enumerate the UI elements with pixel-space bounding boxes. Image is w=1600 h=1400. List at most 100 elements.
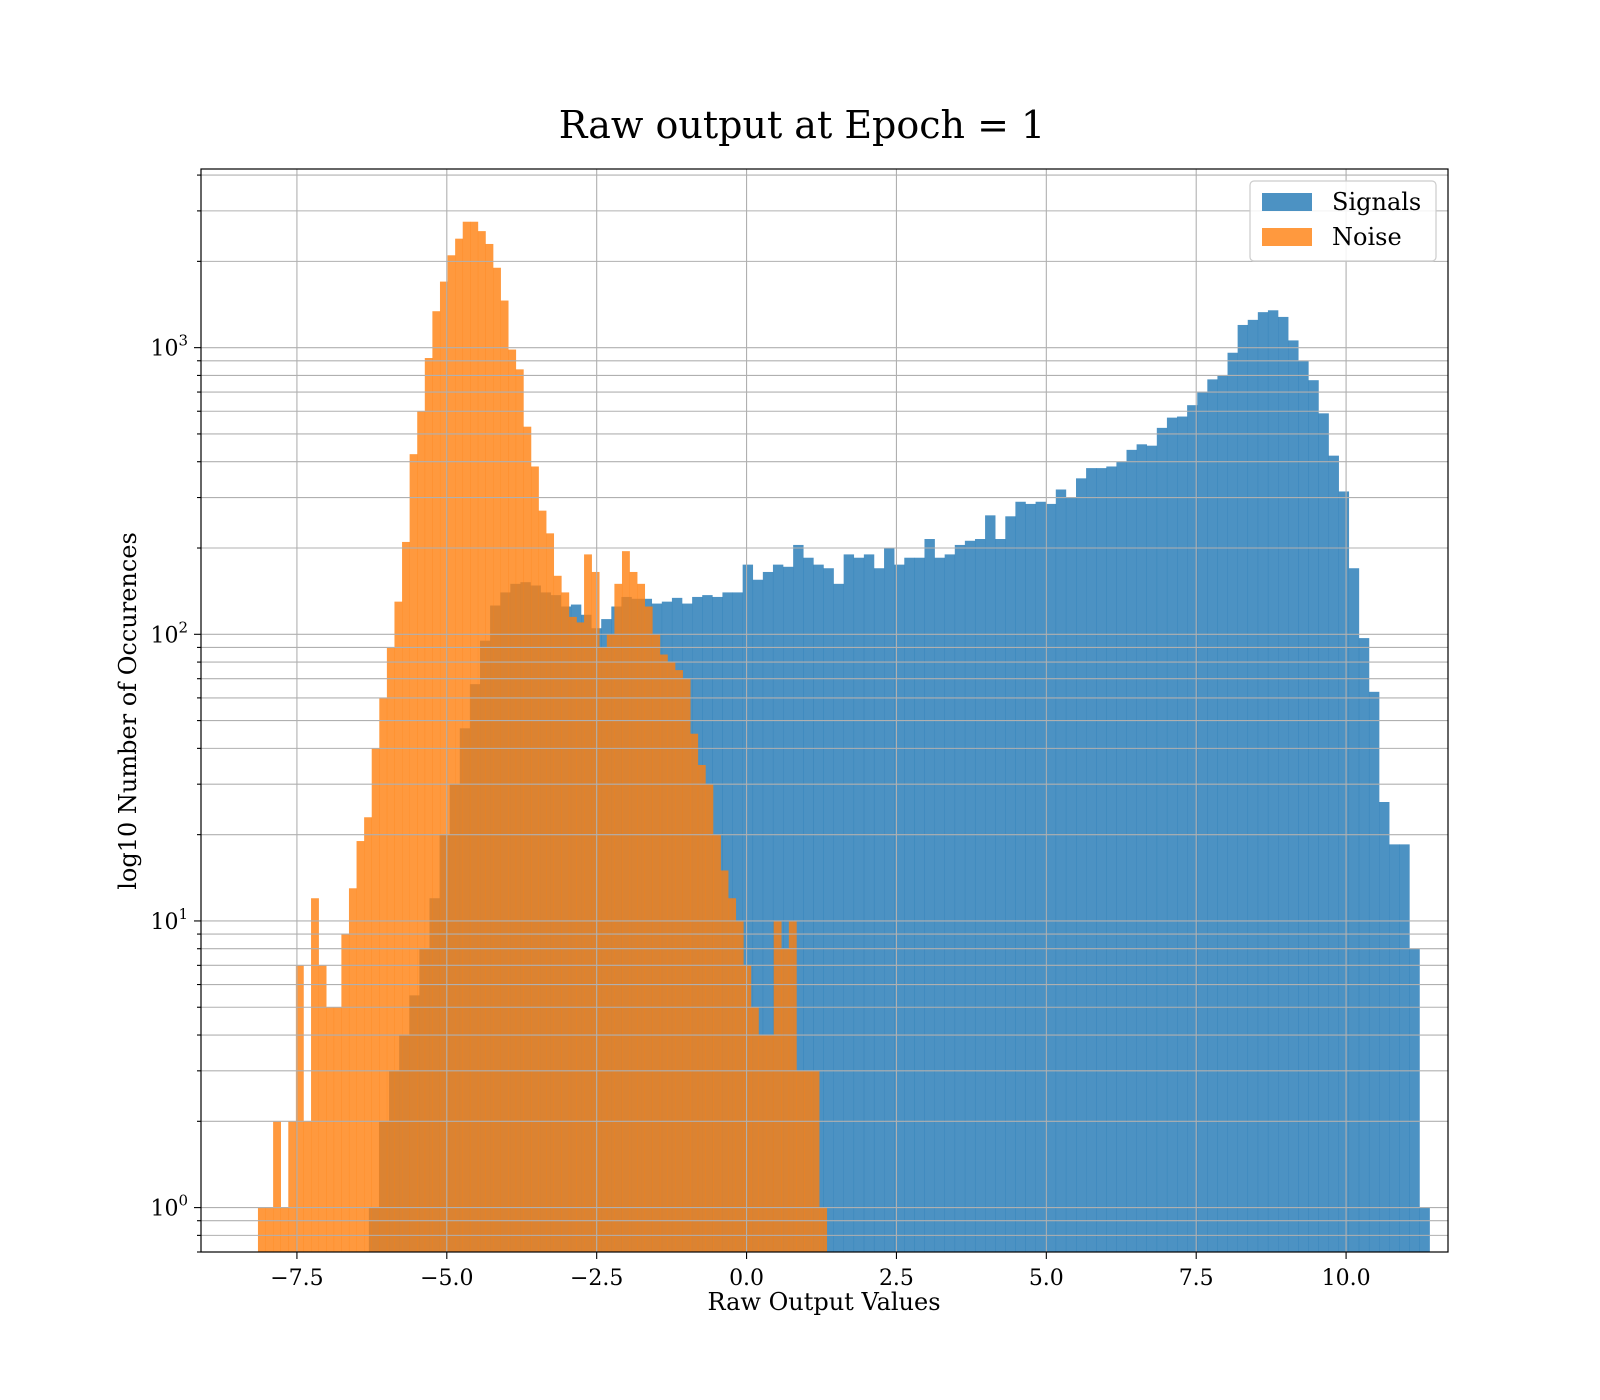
bar-signals xyxy=(1399,844,1409,1252)
legend-label-noise: Noise xyxy=(1332,223,1402,251)
bar-signals xyxy=(1379,802,1389,1252)
bar-signals xyxy=(1036,502,1046,1252)
bar-signals xyxy=(1025,504,1035,1252)
bar-noise xyxy=(319,965,327,1252)
bar-signals xyxy=(1349,568,1359,1252)
bar-noise xyxy=(288,1121,296,1252)
bar-signals xyxy=(1238,325,1248,1252)
bar-signals xyxy=(884,548,894,1252)
bar-signals xyxy=(1217,375,1227,1252)
bar-noise xyxy=(622,551,630,1252)
bar-noise xyxy=(432,311,440,1252)
bar-signals xyxy=(834,584,844,1252)
bar-signals xyxy=(1005,516,1015,1252)
bar-noise xyxy=(326,1007,334,1252)
bar-noise xyxy=(410,454,418,1252)
bar-noise xyxy=(448,255,456,1252)
plot-area xyxy=(201,169,1448,1252)
bar-signals xyxy=(1359,638,1369,1252)
bar-noise xyxy=(417,411,425,1252)
legend-swatch-signals xyxy=(1262,193,1312,211)
bar-signals xyxy=(1137,444,1147,1252)
bar-noise xyxy=(774,921,782,1252)
x-tick-label: 5.0 xyxy=(1029,1266,1064,1291)
bar-noise xyxy=(667,662,675,1252)
bar-noise xyxy=(281,1208,289,1252)
bar-noise xyxy=(721,870,729,1252)
bar-signals xyxy=(955,545,965,1252)
x-tick-label: −5.0 xyxy=(420,1266,473,1291)
bar-noise xyxy=(334,1007,342,1252)
bar-noise xyxy=(493,268,501,1252)
bar-signals xyxy=(1339,491,1349,1252)
bar-noise xyxy=(463,222,471,1252)
bar-noise xyxy=(501,301,509,1252)
bar-noise xyxy=(531,466,539,1252)
bar-noise xyxy=(523,427,531,1252)
bar-noise xyxy=(736,921,744,1252)
x-tick-label: 10.0 xyxy=(1322,1266,1371,1291)
bar-noise xyxy=(599,647,607,1252)
bar-signals xyxy=(1288,340,1298,1252)
bar-signals xyxy=(1127,450,1137,1252)
legend: Signals Noise xyxy=(1250,181,1436,261)
bar-noise xyxy=(455,239,463,1252)
bar-signals xyxy=(1268,310,1278,1252)
bar-noise xyxy=(766,1035,774,1252)
bar-noise xyxy=(379,698,387,1252)
bar-noise xyxy=(273,1121,281,1252)
bar-signals xyxy=(1318,413,1328,1252)
bar-signals xyxy=(1248,320,1258,1252)
bar-signals xyxy=(864,554,874,1252)
x-axis-label: Raw Output Values xyxy=(707,1288,940,1316)
bar-noise xyxy=(781,949,789,1252)
bar-noise xyxy=(394,602,402,1252)
bar-noise xyxy=(478,231,486,1252)
bar-noise xyxy=(508,350,516,1252)
bar-noise xyxy=(728,898,736,1252)
bar-signals xyxy=(1147,446,1157,1252)
bar-noise xyxy=(819,1208,827,1252)
bar-noise xyxy=(675,670,683,1252)
bar-signals xyxy=(1228,353,1238,1252)
bar-noise xyxy=(698,765,706,1252)
bar-signals xyxy=(1389,844,1399,1252)
bar-noise xyxy=(258,1208,266,1252)
bar-noise xyxy=(607,634,615,1252)
bar-signals xyxy=(844,554,854,1252)
bar-noise xyxy=(341,934,349,1252)
bar-noise xyxy=(357,841,365,1252)
bar-signals xyxy=(1056,490,1066,1253)
bar-noise xyxy=(713,835,721,1252)
bar-signals xyxy=(924,539,934,1252)
x-tick-label: −7.5 xyxy=(270,1266,323,1291)
bar-signals xyxy=(985,515,995,1252)
bar-signals xyxy=(1096,468,1106,1252)
bar-noise xyxy=(614,584,622,1252)
bar-signals xyxy=(1197,392,1207,1252)
bar-noise xyxy=(584,554,592,1252)
bar-signals xyxy=(1369,692,1379,1252)
bar-noise xyxy=(470,222,478,1252)
x-tick-label: −2.5 xyxy=(570,1266,623,1291)
bar-signals xyxy=(1015,502,1025,1252)
bar-signals xyxy=(1298,361,1308,1252)
bar-signals xyxy=(894,565,904,1252)
bar-noise xyxy=(387,647,395,1252)
bar-noise xyxy=(743,965,751,1252)
bar-signals xyxy=(995,539,1005,1252)
bar-noise xyxy=(311,898,319,1252)
bar-noise xyxy=(592,572,600,1252)
bar-noise xyxy=(758,1035,766,1252)
bar-noise xyxy=(372,748,380,1252)
bar-noise xyxy=(554,576,562,1252)
bar-noise xyxy=(690,734,698,1252)
bar-noise xyxy=(546,533,554,1252)
bar-signals xyxy=(823,568,833,1252)
bar-signals xyxy=(1329,456,1339,1252)
chart-title: Raw output at Epoch = 1 xyxy=(559,103,1045,147)
legend-swatch-noise xyxy=(1262,228,1312,246)
bar-signals xyxy=(1157,428,1167,1252)
bar-signals xyxy=(1086,468,1096,1252)
x-tick-label: 7.5 xyxy=(1179,1266,1214,1291)
